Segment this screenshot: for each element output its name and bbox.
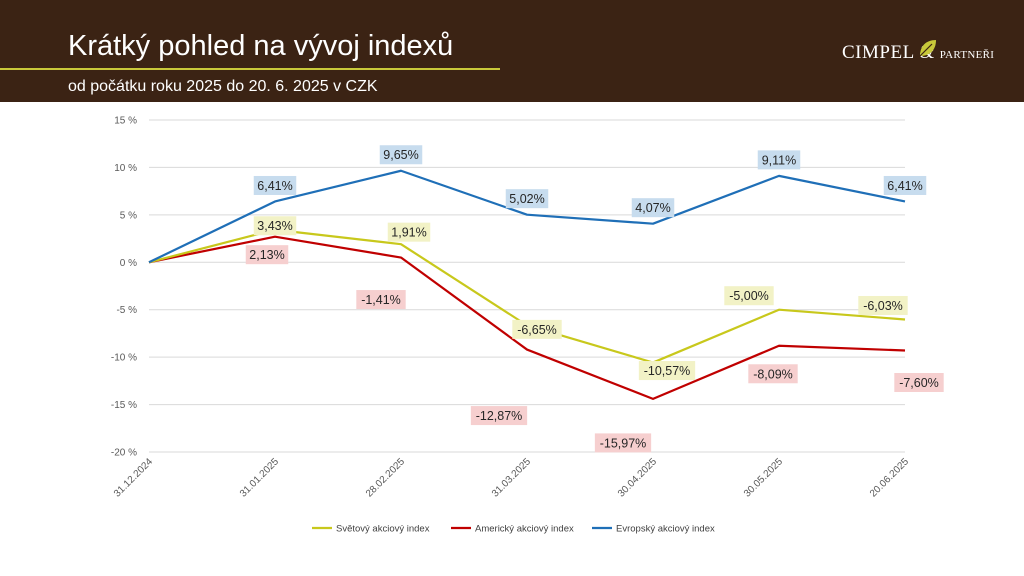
data-label-world: 1,91%	[391, 226, 426, 240]
y-tick-label: 15 %	[114, 116, 137, 127]
data-label-bg-european	[631, 198, 675, 218]
legend-label-american: Americký akciový index	[475, 524, 574, 535]
data-label-american: -8,09%	[753, 367, 793, 381]
data-label-world: -6,65%	[517, 323, 557, 337]
company-logo: CIMPEL & PARTNEŘI	[842, 40, 995, 72]
data-label-bg-american	[894, 373, 944, 393]
chart-area: 15 % 10 % 5 % 0 % -5 % -10 % -15 % -20 % 31.12.2…	[0, 102, 1024, 576]
data-label-american: -7,60%	[899, 376, 939, 390]
data-label-world: -10,57%	[644, 364, 691, 378]
y-tick-label: -5 %	[116, 305, 137, 316]
data-label-bg-european	[253, 175, 297, 195]
data-label-bg-world	[638, 361, 696, 381]
data-label-bg-european	[757, 150, 801, 170]
data-label-bg-world	[387, 222, 431, 242]
y-tick-label: 5 %	[120, 210, 137, 221]
data-label-world: 3,43%	[257, 219, 292, 233]
logo-small: PARTNEŘI	[939, 49, 995, 61]
y-tick-label: -20 %	[111, 448, 137, 459]
y-tick-label: 0 %	[120, 258, 137, 269]
title-underline	[0, 68, 500, 70]
data-label-european: 5,02%	[509, 192, 544, 206]
data-label-european: 9,11%	[762, 153, 797, 167]
x-tick-label: 31.12.2024	[112, 456, 155, 499]
series-line-american	[148, 235, 906, 400]
data-label-bg-american	[245, 245, 289, 265]
data-label-bg-european	[883, 175, 927, 195]
x-tick-label: 30.04.2025	[616, 456, 659, 499]
leaf-icon	[919, 40, 936, 57]
data-label-american: 2,13%	[249, 248, 284, 262]
data-label-american: -1,41%	[361, 293, 401, 307]
x-tick-label: 30.05.2025	[742, 456, 785, 499]
legend-label-european: Evropský akciový index	[616, 524, 715, 535]
page-title: Krátký pohled na vývoj indexů	[68, 30, 454, 62]
data-label-bg-european	[379, 145, 423, 165]
data-label-european: 6,41%	[257, 179, 292, 193]
y-tick-label: -10 %	[111, 353, 137, 364]
data-label-american: -12,87%	[476, 409, 523, 423]
data-label-bg-american	[470, 406, 528, 426]
data-label-american: -15,97%	[600, 436, 647, 450]
y-tick-label: 10 %	[114, 163, 137, 174]
line-chart: 15 % 10 % 5 % 0 % -5 % -10 % -15 % -20 %31.12.2…	[111, 116, 944, 535]
x-tick-label: 31.03.2025	[490, 456, 533, 499]
page-subtitle: od počátku roku 2025 do 20. 6. 2025 v CZ…	[68, 78, 378, 95]
data-label-european: 4,07%	[635, 201, 670, 215]
data-label-bg-world	[858, 295, 908, 315]
data-label-bg-american	[594, 433, 652, 453]
data-label-european: 6,41%	[887, 179, 922, 193]
data-label-european: 9,65%	[383, 148, 418, 162]
legend-label-world: Světový akciový index	[336, 524, 430, 535]
series-line-european	[148, 169, 906, 264]
y-tick-label: -15 %	[111, 400, 137, 411]
data-label-world: -6,03%	[863, 299, 903, 313]
data-label-bg-american	[748, 364, 798, 384]
x-tick-label: 31.01.2025	[238, 456, 281, 499]
data-label-bg-world	[724, 286, 774, 306]
logo-main: CIMPEL	[842, 42, 914, 63]
data-label-bg-american	[356, 290, 406, 310]
data-label-bg-world	[512, 319, 562, 339]
data-label-bg-european	[505, 189, 549, 209]
data-label-bg-world	[253, 216, 297, 236]
x-tick-label: 20.06.2025	[868, 456, 911, 499]
header-bar: Krátký pohled na vývoj indexů od počátku…	[0, 0, 1024, 102]
x-tick-label: 28.02.2025	[364, 456, 407, 499]
data-label-world: -5,00%	[729, 289, 769, 303]
